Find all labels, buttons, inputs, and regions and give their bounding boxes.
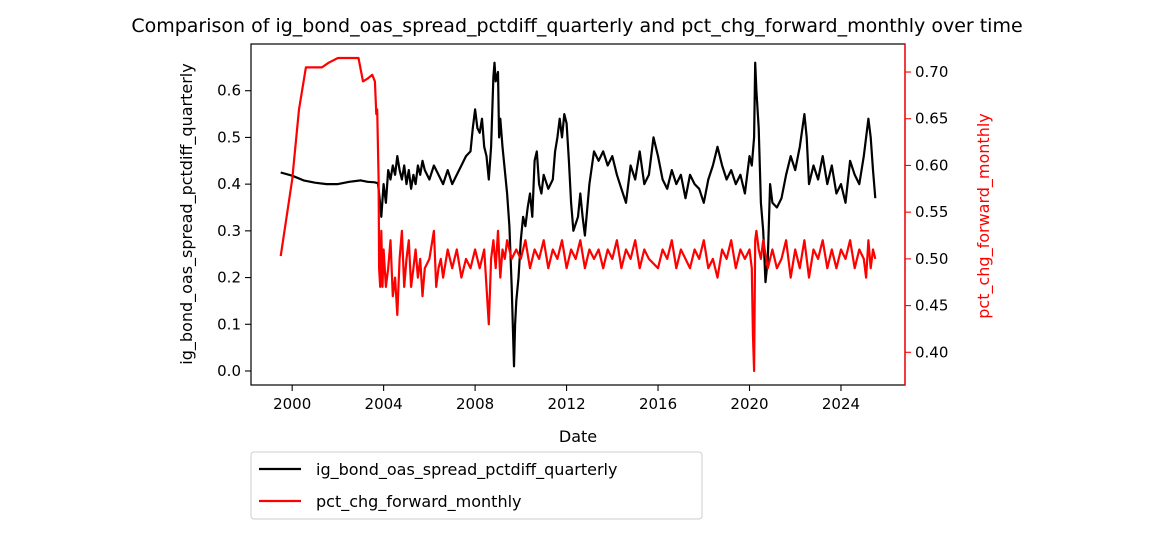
left-y-tick-label: 0.5 [217, 128, 241, 146]
left-y-tick-label: 0.0 [217, 362, 241, 380]
x-tick-label: 2012 [547, 395, 585, 413]
x-tick-label: 2024 [822, 395, 860, 413]
series-line-0 [280, 61, 877, 368]
legend: ig_bond_oas_spread_pctdiff_quarterly pct… [250, 451, 703, 520]
x-axis-ticks: 2000 2004 2008 2012 2016 2020 2024 [273, 385, 860, 413]
right-y-tick-label: 0.65 [915, 110, 948, 128]
series-lines [279, 56, 877, 373]
x-axis-label: Date [559, 427, 597, 446]
right-y-tick-label: 0.40 [915, 343, 948, 361]
left-y-axis-label: ig_bond_oas_spread_pctdiff_quarterly [177, 63, 197, 364]
legend-label-ig-bond: ig_bond_oas_spread_pctdiff_quarterly [316, 460, 617, 480]
left-y-axis-ticks: 0.0 0.1 0.2 0.3 0.4 0.5 0.6 [217, 82, 251, 380]
right-y-axis-label: pct_chg_forward_monthly [974, 113, 994, 319]
x-tick-label: 2020 [730, 395, 768, 413]
x-tick-label: 2008 [456, 395, 494, 413]
legend-box [250, 451, 703, 520]
x-tick-label: 2004 [365, 395, 403, 413]
right-y-tick-label: 0.50 [915, 250, 948, 268]
right-y-tick-label: 0.70 [915, 63, 948, 81]
series-line-1 [279, 56, 877, 373]
left-y-tick-label: 0.2 [217, 269, 241, 287]
left-y-tick-label: 0.1 [217, 315, 241, 333]
x-tick-label: 2000 [273, 395, 311, 413]
right-y-tick-label: 0.55 [915, 203, 948, 221]
left-y-tick-label: 0.6 [217, 82, 241, 100]
x-tick-label: 2016 [639, 395, 677, 413]
chart-title: Comparison of ig_bond_oas_spread_pctdiff… [131, 15, 1022, 37]
left-y-tick-label: 0.4 [217, 175, 241, 193]
legend-label-pct-chg: pct_chg_forward_monthly [316, 492, 522, 512]
right-y-axis-ticks: 0.40 0.45 0.50 0.55 0.60 0.65 0.70 [905, 63, 948, 361]
right-y-tick-label: 0.60 [915, 156, 948, 174]
left-y-tick-label: 0.3 [217, 222, 241, 240]
right-y-tick-label: 0.45 [915, 297, 948, 315]
